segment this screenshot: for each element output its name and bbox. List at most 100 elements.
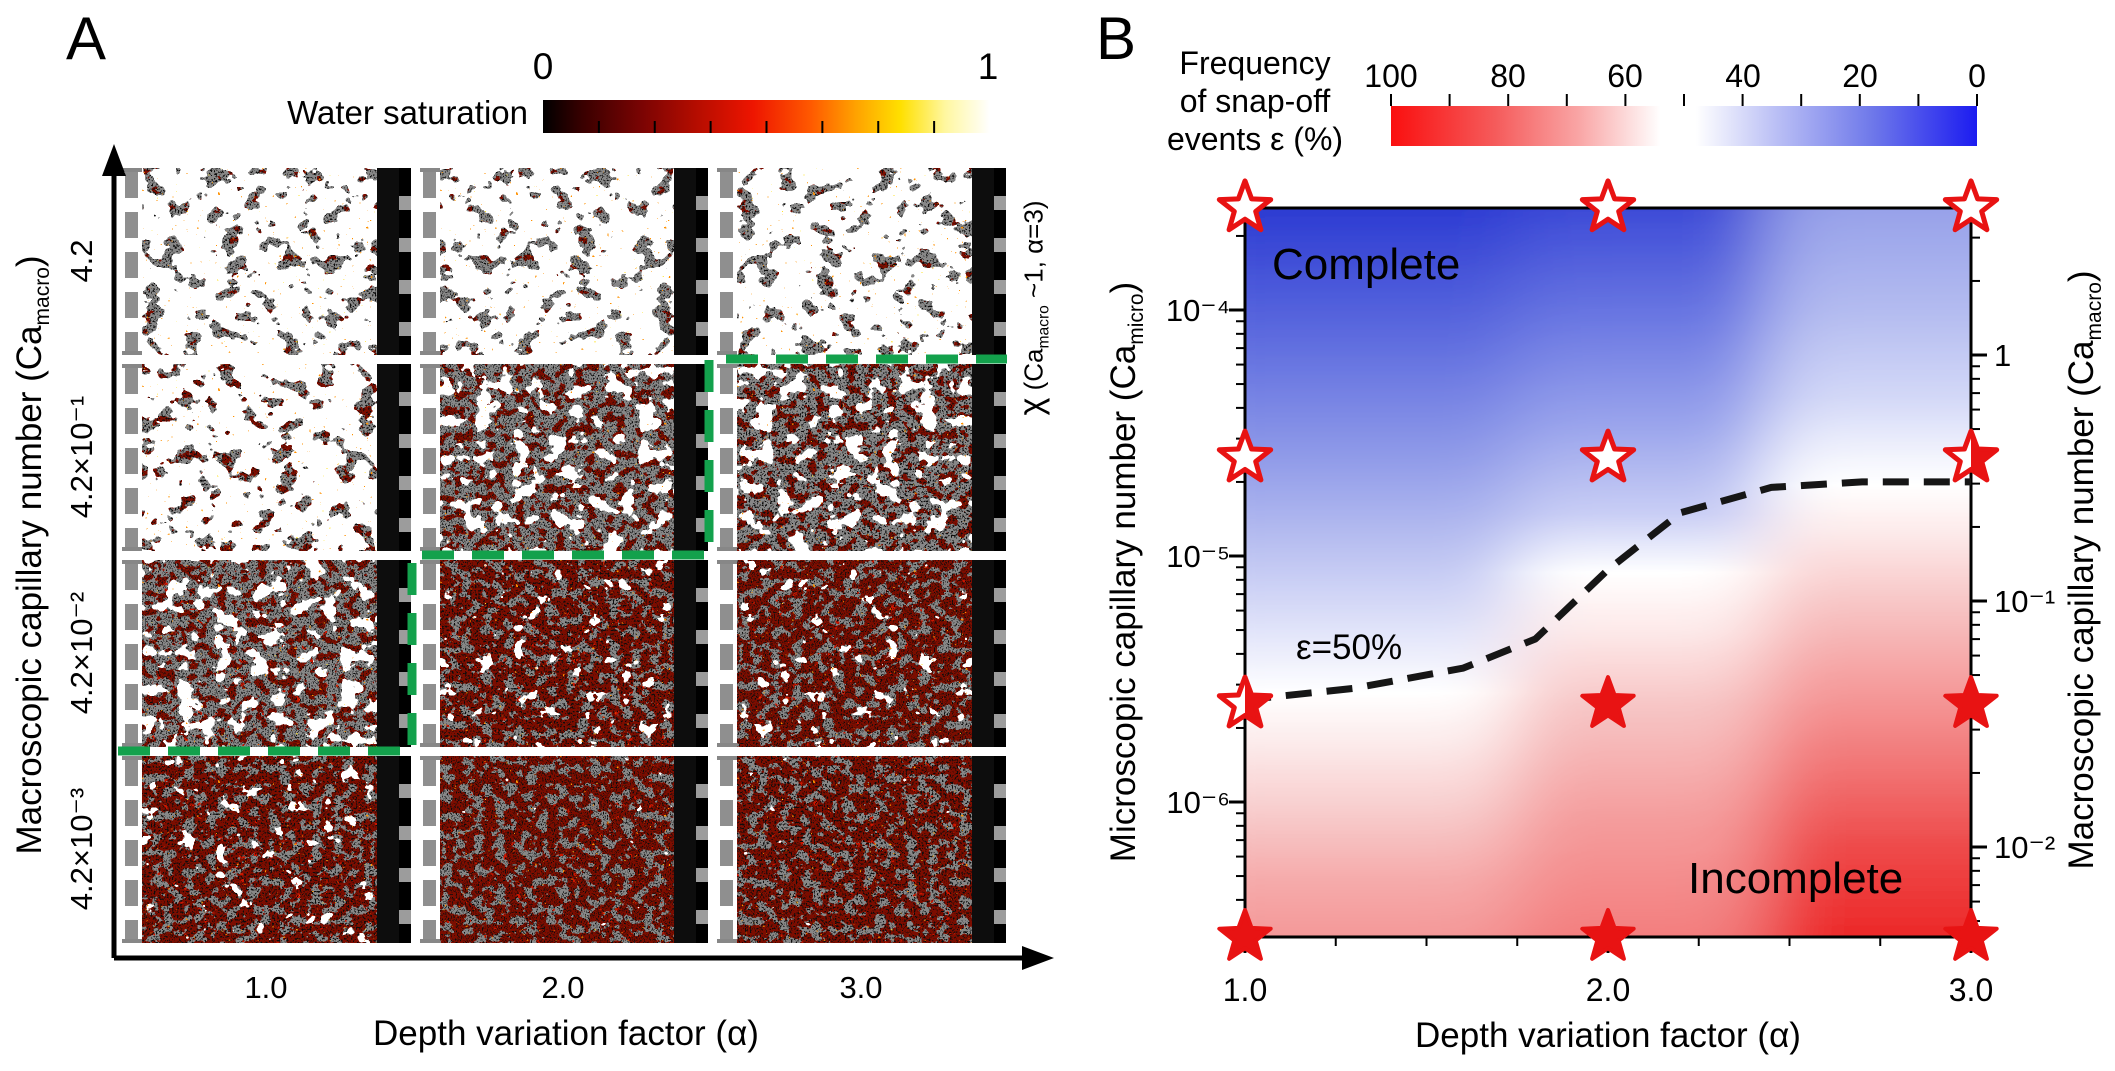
colorbar-b-tick-80: 80 [1490, 58, 1526, 94]
outlet-boundary [696, 168, 709, 355]
star-marker-half [1942, 428, 2000, 483]
outlet-wall [674, 168, 697, 355]
colorbar-b-tick-40: 40 [1725, 58, 1761, 94]
colorbar-b [1391, 106, 1977, 146]
saturation-map-r1c2 [419, 168, 709, 355]
panel-a-ytick-1: 4.2 [64, 239, 99, 283]
outlet-wall [376, 560, 399, 747]
panel-b-xtick-2: 2.0 [1585, 972, 1631, 1008]
outlet-wall [971, 364, 994, 551]
porous-media-texture [439, 168, 675, 355]
porous-media-texture [737, 756, 972, 943]
star-marker-open [1216, 178, 1274, 233]
contour-50pct-label: ε=50% [1296, 628, 1403, 667]
star-marker-open [1942, 178, 2000, 233]
chi-annotation: χ (Camacro ~1, α=3) [1012, 200, 1053, 416]
star-marker-filled [1943, 908, 1999, 961]
inlet-boundary [717, 760, 738, 939]
colorbar-b-tick-0: 0 [1968, 58, 1986, 94]
region-label-complete: Complete [1272, 240, 1461, 289]
saturation-map-r1c3 [717, 168, 1006, 355]
porous-media-texture [439, 364, 675, 551]
inlet-boundary [717, 172, 738, 351]
saturation-map-grid [122, 168, 1006, 943]
panel-a-xtick-1: 1.0 [244, 970, 288, 1005]
region-label-incomplete: Incomplete [1688, 854, 1904, 903]
inlet-boundary [122, 172, 142, 351]
panel-b-rtick-1: 1 [1994, 338, 2012, 373]
panel-a-xtick-2: 2.0 [541, 970, 585, 1005]
panel-b-ytick-1e-4: 10⁻⁴ [1165, 293, 1230, 328]
inlet-boundary [122, 368, 142, 547]
inlet-boundary [717, 564, 738, 743]
colorbar-b-tick-100: 100 [1364, 58, 1418, 94]
colorbar-a-max: 1 [977, 46, 999, 87]
simulation-star-markers [1216, 178, 2000, 961]
inlet-boundary [717, 368, 738, 547]
panel-a-ytick-2: 4.2×10⁻¹ [64, 395, 99, 519]
inlet-boundary [419, 368, 440, 547]
saturation-map-r2c3 [717, 364, 1006, 551]
outlet-wall [674, 364, 697, 551]
panel-b-ytick-1e-5: 10⁻⁵ [1166, 539, 1230, 574]
star-marker-filled [1217, 908, 1273, 961]
panel-b-rtick-1e-1: 10⁻¹ [1994, 584, 2056, 619]
saturation-map-r1c1 [122, 168, 411, 355]
outlet-boundary [993, 756, 1006, 943]
colorbar-a-title: Water saturation [287, 94, 528, 131]
outlet-wall [971, 168, 994, 355]
chi-symbol: χ [1012, 397, 1051, 416]
saturation-map-r4c3 [717, 756, 1006, 943]
porous-media-texture [737, 560, 972, 747]
outlet-wall [674, 560, 697, 747]
outlet-wall [971, 560, 994, 747]
inlet-boundary [419, 760, 440, 939]
porous-media-texture [737, 364, 972, 551]
saturation-map-r2c2 [419, 364, 709, 551]
panel-b-xtick-3: 3.0 [1948, 972, 1994, 1008]
colorbar-a-min: 0 [532, 46, 554, 87]
star-marker-half [1216, 674, 1274, 729]
colorbar-b-title: Frequency of snap-off events ε (%) [1166, 45, 1344, 157]
outlet-wall [971, 756, 994, 943]
panel-a-y-title: Macroscopic capillary number (Camacro) [10, 255, 54, 855]
porous-media-texture [737, 168, 972, 355]
outlet-wall [674, 756, 697, 943]
porous-media-texture [439, 560, 675, 747]
outlet-boundary [398, 756, 411, 943]
panel-b-left-ticks [1229, 234, 1245, 932]
colorbar-b-tick-60: 60 [1607, 58, 1643, 94]
panel-b-x-title: Depth variation factor (α) [1415, 1016, 1801, 1055]
outlet-wall [376, 364, 399, 551]
porous-media-texture [439, 756, 675, 943]
plot-border [1243, 206, 1973, 939]
colorbar-a [543, 100, 990, 133]
porous-media-texture [142, 560, 377, 747]
star-marker-filled [1943, 675, 1999, 728]
colorbar-b-ticks [1390, 94, 1978, 106]
saturation-map-r3c1 [122, 560, 411, 747]
panel-a-x-title: Depth variation factor (α) [373, 1014, 759, 1053]
outlet-boundary [993, 364, 1006, 551]
panel-b-bottom-ticks [1243, 937, 1973, 953]
star-marker-open [1579, 428, 1637, 483]
inlet-boundary [419, 564, 440, 743]
inlet-boundary [122, 564, 142, 743]
panel-b-letter: B [1096, 5, 1138, 72]
porous-media-texture [142, 168, 377, 355]
panel-b-right-ticks [1971, 236, 1987, 923]
inlet-boundary [122, 760, 142, 939]
star-marker-filled [1580, 908, 1636, 961]
porous-media-texture [142, 756, 377, 943]
panel-a-ytick-3: 4.2×10⁻² [64, 591, 99, 715]
outlet-boundary [398, 560, 411, 747]
star-marker-open [1216, 428, 1274, 483]
star-marker-filled [1580, 675, 1636, 728]
panel-b-xtick-1: 1.0 [1222, 972, 1268, 1008]
contour-fill [1245, 208, 1971, 937]
star-marker-open [1579, 178, 1637, 233]
outlet-boundary [993, 168, 1006, 355]
panel-b-ytick-1e-6: 10⁻⁶ [1166, 785, 1230, 820]
outlet-wall [376, 756, 399, 943]
